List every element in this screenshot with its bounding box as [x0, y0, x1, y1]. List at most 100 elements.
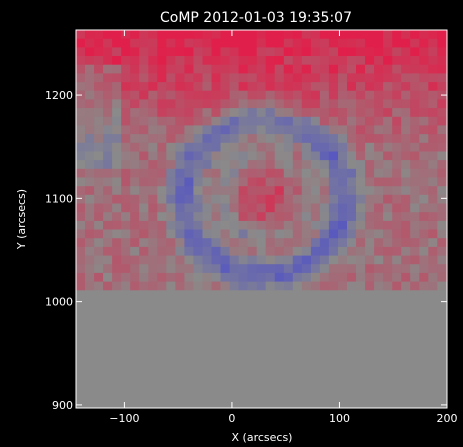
heatmap-cell — [419, 99, 429, 108]
heatmap-cell — [148, 143, 158, 152]
heatmap-cell — [320, 169, 330, 178]
heatmap-cell — [175, 169, 185, 178]
heatmap-cell — [175, 125, 185, 134]
heatmap-cell — [166, 195, 176, 204]
heatmap-cell — [320, 238, 330, 247]
heatmap-cell — [103, 247, 113, 256]
heatmap-cell — [94, 360, 104, 369]
heatmap-cell — [139, 230, 149, 239]
heatmap-cell — [184, 117, 194, 126]
heatmap-cell — [365, 99, 375, 108]
heatmap-cell — [121, 264, 131, 273]
heatmap-cell — [293, 125, 303, 134]
heatmap-cell — [239, 238, 249, 247]
heatmap-cell — [338, 73, 348, 82]
heatmap-cell — [320, 264, 330, 273]
heatmap-cell — [275, 290, 285, 299]
heatmap-cell — [338, 204, 348, 213]
heatmap-cell — [148, 316, 158, 325]
heatmap-cell — [203, 342, 213, 351]
heatmap-cell — [212, 73, 222, 82]
heatmap-cell — [374, 299, 384, 308]
heatmap-cell — [203, 264, 213, 273]
heatmap-cell — [428, 186, 438, 195]
heatmap-cell — [365, 386, 375, 395]
heatmap-cell — [320, 39, 330, 48]
heatmap-cell — [221, 195, 231, 204]
heatmap-cell — [329, 230, 339, 239]
heatmap-cell — [76, 247, 86, 256]
heatmap-cell — [257, 56, 267, 65]
heatmap-cell — [320, 143, 330, 152]
heatmap-cell — [383, 160, 393, 169]
heatmap-cell — [130, 204, 140, 213]
heatmap-cell — [293, 204, 303, 213]
heatmap-cell — [184, 230, 194, 239]
heatmap-cell — [275, 47, 285, 56]
heatmap-cell — [166, 334, 176, 343]
heatmap-cell — [166, 117, 176, 126]
heatmap-cell — [121, 47, 131, 56]
heatmap-cell — [166, 368, 176, 377]
heatmap-cell — [257, 264, 267, 273]
heatmap-cell — [365, 143, 375, 152]
heatmap-cell — [157, 47, 167, 56]
heatmap-cell — [166, 73, 176, 82]
heatmap-cell — [374, 221, 384, 230]
heatmap-cell — [410, 377, 420, 386]
heatmap-cell — [347, 308, 357, 317]
heatmap-cell — [392, 195, 402, 204]
heatmap-cell — [302, 342, 312, 351]
heatmap-cell — [175, 56, 185, 65]
heatmap-cell — [401, 238, 411, 247]
heatmap-cell — [419, 308, 429, 317]
heatmap-cell — [338, 134, 348, 143]
heatmap-cell — [230, 82, 240, 91]
heatmap-cell — [275, 394, 285, 403]
heatmap-cell — [410, 143, 420, 152]
heatmap-cell — [166, 204, 176, 213]
heatmap-cell — [212, 125, 222, 134]
heatmap-cell — [203, 221, 213, 230]
heatmap-cell — [293, 212, 303, 221]
heatmap-cell — [392, 256, 402, 265]
heatmap-cell — [365, 273, 375, 282]
heatmap-cell — [121, 351, 131, 360]
heatmap-cell — [212, 134, 222, 143]
heatmap-cell — [130, 99, 140, 108]
heatmap-cell — [94, 30, 104, 39]
heatmap-cell — [383, 169, 393, 178]
heatmap-cell — [338, 91, 348, 100]
heatmap-cell — [248, 117, 258, 126]
heatmap-cell — [410, 238, 420, 247]
heatmap-cell — [148, 334, 158, 343]
heatmap-cell — [347, 273, 357, 282]
heatmap-cell — [85, 368, 95, 377]
heatmap-cell — [230, 56, 240, 65]
heatmap-cell — [148, 169, 158, 178]
heatmap-cell — [347, 160, 357, 169]
heatmap-cell — [383, 195, 393, 204]
heatmap-cell — [428, 256, 438, 265]
heatmap-cell — [338, 65, 348, 74]
heatmap-cell — [329, 56, 339, 65]
heatmap-cell — [338, 178, 348, 187]
heatmap-cell — [437, 117, 447, 126]
heatmap-cell — [193, 212, 203, 221]
heatmap-cell — [311, 117, 321, 126]
heatmap-cell — [94, 178, 104, 187]
heatmap-cell — [175, 230, 185, 239]
heatmap-cell — [383, 82, 393, 91]
heatmap-cell — [401, 264, 411, 273]
heatmap-cell — [275, 299, 285, 308]
heatmap-cell — [166, 325, 176, 334]
heatmap-cell — [302, 238, 312, 247]
heatmap-cell — [230, 143, 240, 152]
heatmap-cell — [94, 125, 104, 134]
heatmap-cell — [401, 212, 411, 221]
heatmap-cell — [293, 195, 303, 204]
heatmap-cell — [76, 282, 86, 291]
heatmap-cell — [257, 178, 267, 187]
heatmap-cell — [266, 186, 276, 195]
heatmap-cell — [121, 108, 131, 117]
